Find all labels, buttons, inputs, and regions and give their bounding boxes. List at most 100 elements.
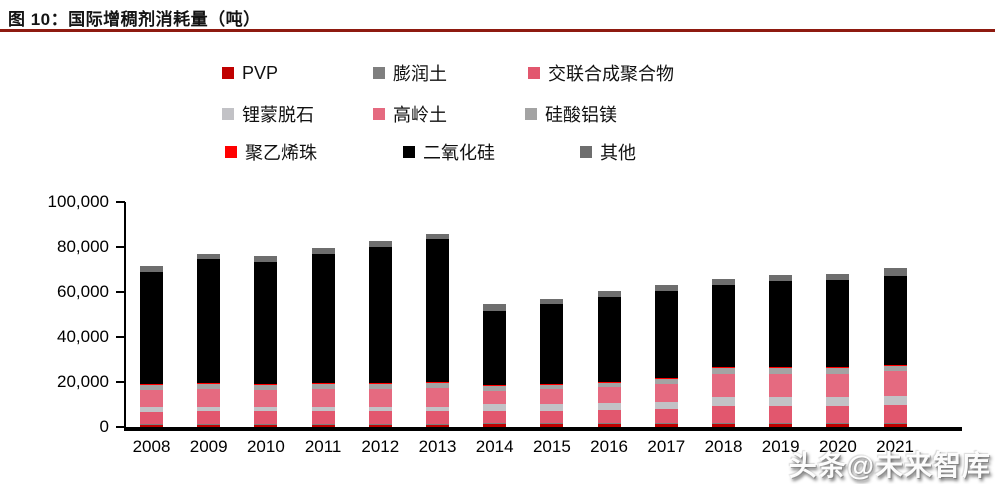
legend-swatch-icon — [403, 146, 415, 158]
x-axis-label: 2019 — [761, 437, 800, 456]
bar-segment-交联合成聚合物-2012 — [368, 411, 392, 424]
bar-segment-高岭土-2015 — [540, 389, 564, 405]
bar-segment-二氧化硅-2015 — [540, 304, 564, 385]
bar-segment-交联合成聚合物-2017 — [654, 408, 678, 424]
x-axis-label: 2010 — [246, 437, 285, 456]
bar-segment-其他-2012 — [368, 241, 392, 247]
bar-segment-PVP-2014 — [483, 423, 507, 427]
bar-segment-二氧化硅-2016 — [597, 296, 621, 382]
bar-segment-二氧化硅-2012 — [368, 247, 392, 384]
bar-segment-二氧化硅-2020 — [826, 280, 850, 368]
legend-swatch-icon — [580, 146, 592, 158]
bar-segment-二氧化硅-2021 — [883, 276, 907, 365]
bar-segment-PVP-2010 — [254, 424, 278, 427]
bar-segment-高岭土-2018 — [712, 373, 735, 398]
bar-segment-二氧化硅-2018 — [712, 284, 735, 368]
bar-segment-其他-2018 — [712, 278, 735, 285]
bar-segment-其他-2009 — [197, 253, 221, 260]
y-axis-label: 20,000 — [57, 372, 109, 391]
legend-label: 二氧化硅 — [423, 143, 495, 163]
bar-segment-硅酸铝镁-2011 — [311, 383, 335, 389]
bar-segment-其他-2020 — [826, 274, 850, 281]
bar-segment-其他-2016 — [597, 290, 621, 297]
bar-segment-锂蒙脱石-2011 — [311, 406, 335, 412]
bar-segment-其他-2010 — [254, 256, 278, 263]
bar-segment-锂蒙脱石-2010 — [254, 406, 278, 412]
bar-segment-PVP-2015 — [540, 423, 564, 427]
bar-segment-硅酸铝镁-2014 — [483, 385, 507, 391]
bar-segment-硅酸铝镁-2021 — [883, 365, 907, 372]
legend-swatch-icon — [222, 67, 234, 79]
bar-segment-硅酸铝镁-2013 — [426, 382, 449, 388]
bar-segment-PVP-2011 — [311, 424, 335, 427]
bar-segment-高岭土-2008 — [140, 389, 163, 407]
bar-segment-高岭土-2019 — [769, 373, 793, 398]
legend-label: 高岭土 — [393, 105, 447, 125]
bar-segment-二氧化硅-2013 — [426, 239, 449, 383]
bar-segment-高岭土-2016 — [597, 387, 621, 403]
bar-segment-交联合成聚合物-2013 — [426, 411, 449, 424]
y-axis-tick — [116, 381, 125, 383]
bar-segment-硅酸铝镁-2020 — [826, 367, 850, 374]
y-axis-label: 40,000 — [57, 327, 109, 346]
legend-label: 交联合成聚合物 — [548, 64, 674, 84]
x-axis-label: 2013 — [418, 437, 457, 456]
bar-segment-PVP-2013 — [426, 424, 449, 427]
legend-label: 聚乙烯珠 — [245, 143, 317, 163]
legend-swatch-icon — [528, 67, 540, 79]
bar-segment-其他-2021 — [883, 268, 907, 277]
legend-label: 锂蒙脱石 — [242, 105, 314, 125]
bar-segment-交联合成聚合物-2015 — [540, 410, 564, 424]
bar-segment-交联合成聚合物-2014 — [483, 410, 507, 424]
bar-segment-硅酸铝镁-2015 — [540, 384, 564, 390]
bar-segment-高岭土-2017 — [654, 383, 678, 402]
x-axis-label: 2021 — [876, 437, 914, 456]
bar-segment-二氧化硅-2017 — [654, 290, 678, 378]
bar-segment-高岭土-2020 — [826, 373, 850, 398]
bar-segment-高岭土-2009 — [197, 388, 221, 407]
legend-item-6: 硅酸铝镁 — [525, 104, 617, 125]
bar-segment-PVP-2018 — [712, 423, 735, 427]
y-axis-tick — [116, 426, 125, 428]
bar-segment-PVP-2012 — [368, 424, 392, 427]
bar-segment-锂蒙脱石-2015 — [540, 404, 564, 411]
legend-item-5: 高岭土 — [373, 104, 447, 125]
bar-segment-其他-2015 — [540, 298, 564, 305]
bar-segment-锂蒙脱石-2013 — [426, 406, 449, 412]
bar-segment-交联合成聚合物-2018 — [712, 406, 735, 424]
y-axis-label: 0 — [99, 417, 109, 436]
bar-segment-二氧化硅-2011 — [311, 253, 335, 384]
bar-segment-硅酸铝镁-2019 — [769, 367, 793, 374]
y-axis-tick — [116, 336, 125, 338]
title-underline — [0, 29, 995, 32]
bar-segment-交联合成聚合物-2019 — [769, 406, 793, 424]
bar-segment-交联合成聚合物-2008 — [140, 411, 163, 424]
x-axis-label: 2020 — [818, 437, 857, 456]
x-axis-label: 2016 — [590, 437, 628, 456]
bar-segment-高岭土-2014 — [483, 390, 507, 405]
bar-segment-交联合成聚合物-2020 — [826, 406, 850, 424]
bar-segment-锂蒙脱石-2012 — [368, 406, 392, 412]
bar-segment-硅酸铝镁-2017 — [654, 378, 678, 384]
y-axis-tick — [116, 246, 125, 248]
legend-swatch-icon — [225, 146, 237, 158]
legend-swatch-icon — [525, 108, 537, 120]
bar-segment-硅酸铝镁-2009 — [197, 383, 221, 389]
legend-swatch-icon — [373, 108, 385, 120]
y-axis-label: 60,000 — [57, 282, 109, 301]
bar-segment-硅酸铝镁-2018 — [712, 367, 735, 374]
bar-segment-高岭土-2021 — [883, 371, 907, 397]
bar-segment-二氧化硅-2009 — [197, 259, 221, 384]
bar-segment-交联合成聚合物-2009 — [197, 411, 221, 424]
bar-segment-硅酸铝镁-2008 — [140, 384, 163, 390]
legend-item-7: 聚乙烯珠 — [225, 142, 317, 163]
figure-title: 图 10：国际增稠剂消耗量（吨） — [8, 10, 261, 29]
bar-segment-PVP-2017 — [654, 423, 678, 427]
x-axis-label: 2009 — [189, 437, 228, 456]
legend-item-3: 交联合成聚合物 — [528, 63, 674, 84]
bar-segment-高岭土-2013 — [426, 387, 449, 407]
bar-segment-其他-2014 — [483, 304, 507, 312]
bar-segment-其他-2017 — [654, 285, 678, 291]
bar-segment-其他-2011 — [311, 248, 335, 254]
bar-segment-PVP-2016 — [597, 423, 621, 427]
